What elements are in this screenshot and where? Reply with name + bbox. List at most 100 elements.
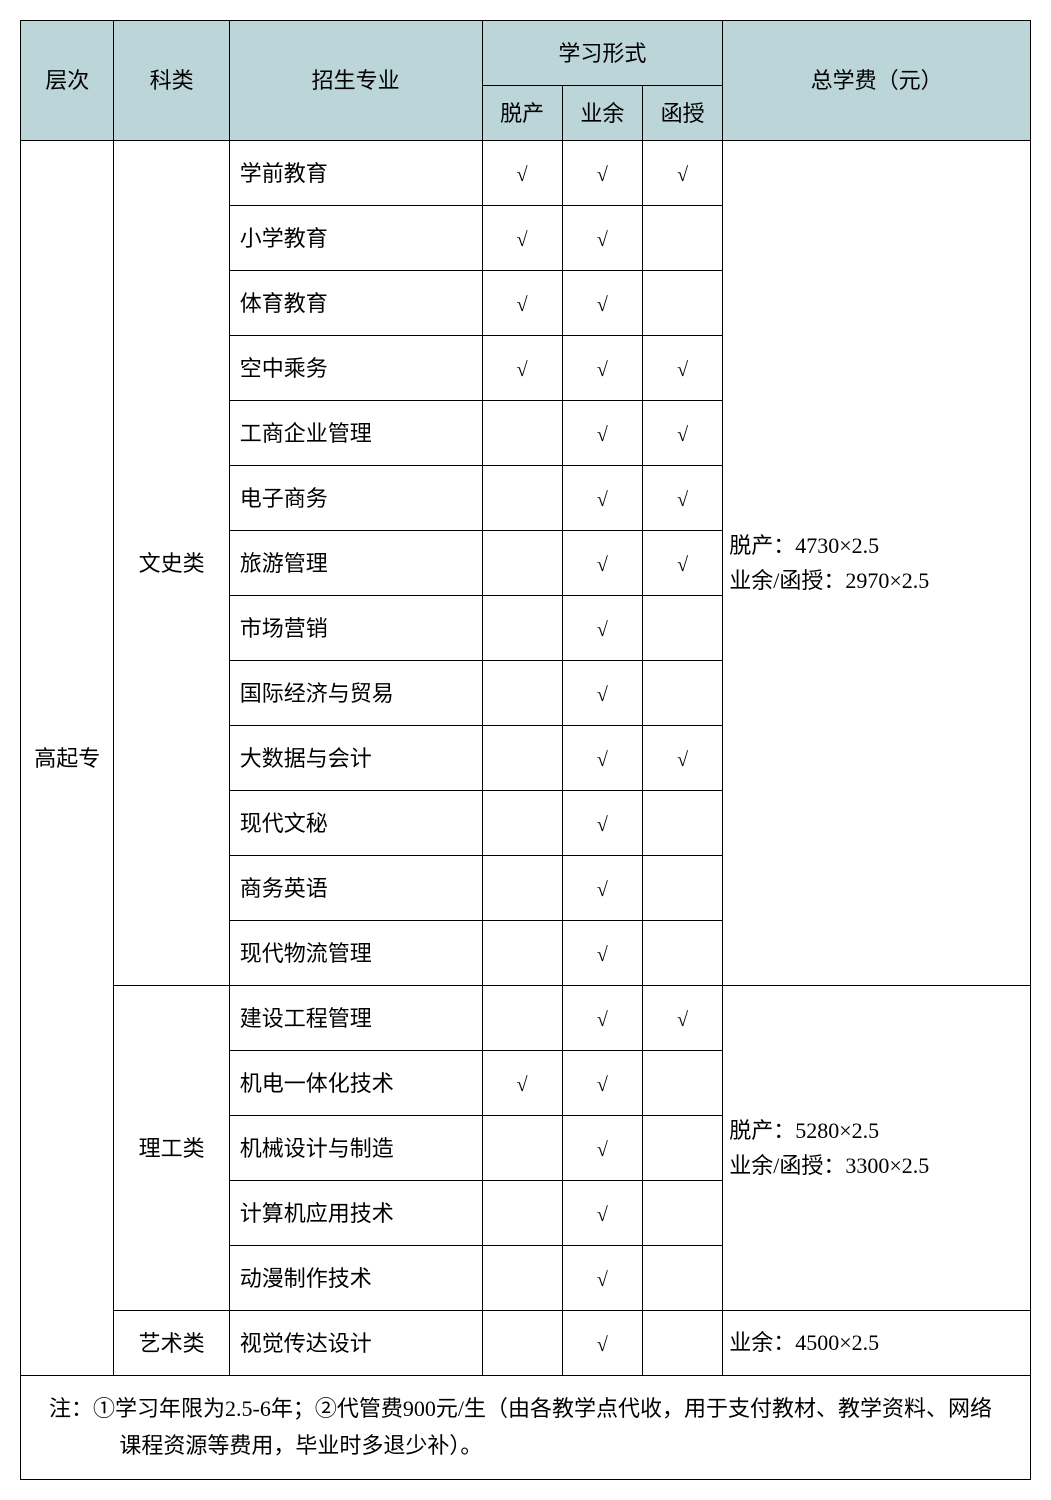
category-cell-ligong: 理工类 [114, 986, 229, 1311]
tuochan-cell: √ [482, 1051, 562, 1116]
check-icon: √ [517, 359, 528, 381]
tuochan-cell: √ [482, 271, 562, 336]
check-icon: √ [597, 294, 608, 316]
tuochan-cell [482, 1116, 562, 1181]
hanshou-cell: √ [643, 466, 723, 531]
major-cell: 建设工程管理 [229, 986, 482, 1051]
yeyu-cell: √ [562, 466, 642, 531]
header-level: 层次 [21, 21, 114, 141]
check-icon: √ [677, 749, 688, 771]
major-cell: 现代文秘 [229, 791, 482, 856]
check-icon: √ [597, 1009, 608, 1031]
major-cell: 空中乘务 [229, 336, 482, 401]
major-cell: 大数据与会计 [229, 726, 482, 791]
major-cell: 商务英语 [229, 856, 482, 921]
yeyu-cell: √ [562, 1181, 642, 1246]
note-row: 注：①学习年限为2.5-6年；②代管费900元/生（由各教学点代收，用于支付教材… [21, 1376, 1031, 1480]
yeyu-cell: √ [562, 1246, 642, 1311]
check-icon: √ [597, 1074, 608, 1096]
hanshou-cell [643, 1181, 723, 1246]
hanshou-cell [643, 856, 723, 921]
hanshou-cell: √ [643, 986, 723, 1051]
yeyu-cell: √ [562, 661, 642, 726]
hanshou-cell [643, 1051, 723, 1116]
tuochan-cell [482, 531, 562, 596]
hanshou-cell [643, 206, 723, 271]
major-cell: 学前教育 [229, 141, 482, 206]
hanshou-cell [643, 596, 723, 661]
yeyu-cell: √ [562, 856, 642, 921]
check-icon: √ [597, 489, 608, 511]
category-cell-wenshi: 文史类 [114, 141, 229, 986]
major-cell: 计算机应用技术 [229, 1181, 482, 1246]
check-icon: √ [517, 164, 528, 186]
tuochan-cell [482, 1181, 562, 1246]
tuochan-cell: √ [482, 206, 562, 271]
yeyu-cell: √ [562, 1051, 642, 1116]
tuochan-cell [482, 791, 562, 856]
tuochan-cell [482, 661, 562, 726]
hanshou-cell [643, 791, 723, 856]
major-cell: 视觉传达设计 [229, 1311, 482, 1376]
check-icon: √ [517, 229, 528, 251]
check-icon: √ [597, 684, 608, 706]
table-body: 高起专文史类学前教育√√√脱产：4730×2.5业余/函授：2970×2.5小学… [21, 141, 1031, 1480]
hanshou-cell: √ [643, 726, 723, 791]
check-icon: √ [677, 554, 688, 576]
major-cell: 机电一体化技术 [229, 1051, 482, 1116]
fee-cell-yishu: 业余：4500×2.5 [723, 1311, 1031, 1376]
tuochan-cell [482, 466, 562, 531]
tuochan-cell [482, 856, 562, 921]
yeyu-cell: √ [562, 206, 642, 271]
check-icon: √ [597, 1269, 608, 1291]
major-cell: 机械设计与制造 [229, 1116, 482, 1181]
check-icon: √ [677, 424, 688, 446]
yeyu-cell: √ [562, 271, 642, 336]
check-icon: √ [597, 879, 608, 901]
tuochan-cell: √ [482, 336, 562, 401]
check-icon: √ [677, 489, 688, 511]
check-icon: √ [597, 554, 608, 576]
yeyu-cell: √ [562, 726, 642, 791]
hanshou-cell [643, 921, 723, 986]
check-icon: √ [597, 229, 608, 251]
header-tuochan: 脱产 [482, 86, 562, 141]
yeyu-cell: √ [562, 986, 642, 1051]
check-icon: √ [597, 1139, 608, 1161]
header-fee: 总学费（元） [723, 21, 1031, 141]
tuochan-cell [482, 596, 562, 661]
note-cell: 注：①学习年限为2.5-6年；②代管费900元/生（由各教学点代收，用于支付教材… [21, 1376, 1031, 1480]
yeyu-cell: √ [562, 336, 642, 401]
major-cell: 旅游管理 [229, 531, 482, 596]
tuochan-cell [482, 401, 562, 466]
tuochan-cell [482, 726, 562, 791]
yeyu-cell: √ [562, 531, 642, 596]
level-cell: 高起专 [21, 141, 114, 1376]
major-cell: 工商企业管理 [229, 401, 482, 466]
check-icon: √ [597, 749, 608, 771]
tuochan-cell [482, 1311, 562, 1376]
check-icon: √ [677, 1009, 688, 1031]
table-row: 高起专文史类学前教育√√√脱产：4730×2.5业余/函授：2970×2.5 [21, 141, 1031, 206]
table-row: 理工类建设工程管理√√脱产：5280×2.5业余/函授：3300×2.5 [21, 986, 1031, 1051]
tuochan-cell [482, 921, 562, 986]
major-cell: 体育教育 [229, 271, 482, 336]
major-cell: 电子商务 [229, 466, 482, 531]
yeyu-cell: √ [562, 1116, 642, 1181]
tuochan-cell [482, 986, 562, 1051]
check-icon: √ [597, 619, 608, 641]
hanshou-cell: √ [643, 336, 723, 401]
fee-cell-ligong: 脱产：5280×2.5业余/函授：3300×2.5 [723, 986, 1031, 1311]
table-row: 艺术类视觉传达设计√业余：4500×2.5 [21, 1311, 1031, 1376]
check-icon: √ [597, 814, 608, 836]
check-icon: √ [597, 164, 608, 186]
tuition-table: 层次 科类 招生专业 学习形式 总学费（元） 脱产 业余 函授 高起专文史类学前… [20, 20, 1031, 1480]
check-icon: √ [597, 424, 608, 446]
hanshou-cell: √ [643, 401, 723, 466]
major-cell: 小学教育 [229, 206, 482, 271]
major-cell: 动漫制作技术 [229, 1246, 482, 1311]
yeyu-cell: √ [562, 921, 642, 986]
table-header: 层次 科类 招生专业 学习形式 总学费（元） 脱产 业余 函授 [21, 21, 1031, 141]
check-icon: √ [597, 359, 608, 381]
yeyu-cell: √ [562, 141, 642, 206]
